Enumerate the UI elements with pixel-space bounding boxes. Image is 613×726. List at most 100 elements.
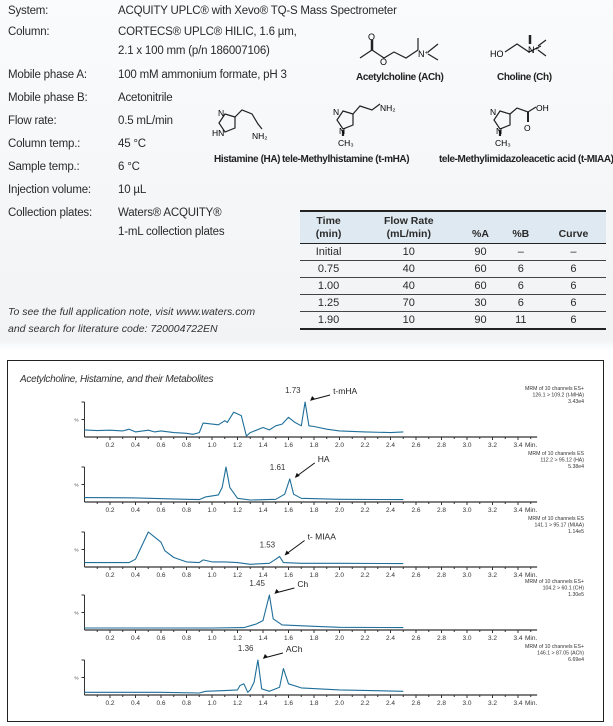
mrm-info: 104.2 > 60.1 (CH) [543,586,585,592]
x-tick-label: 3.2 [488,507,497,514]
retention-time-label: 1.36 [238,644,254,653]
x-tick-label: 2.8 [437,442,446,449]
x-axis-unit: Min. [525,635,537,642]
atom-n: N [218,108,224,118]
atom-o: O [380,57,387,67]
x-tick-label: 1.2 [233,700,242,707]
x-axis-unit: Min. [525,507,537,514]
table-row: 0.75 40 60 6 6 [300,260,606,278]
column-header: %B [500,211,541,244]
arrowhead-icon [262,654,268,659]
annotation-arrow [295,462,316,478]
table-row: Initial 10 90– – [300,243,606,261]
condition-label: Flow rate: [8,115,57,127]
y-axis-label: % [75,611,79,616]
x-tick-label: 0.2 [105,635,114,642]
condition-label: System: [8,5,49,17]
x-tick-label: 1.0 [207,572,216,579]
condition-value: Waters® ACQUITY® [118,207,222,219]
x-tick-label: 1.0 [207,635,216,642]
retention-time-label: 1.53 [260,540,276,549]
x-tick-label: 2.0 [335,635,344,642]
x-axis-unit: Min. [525,442,537,449]
x-axis-unit: Min. [525,700,537,707]
mrm-info: 1.14e5 [568,529,584,535]
column-header-line [503,215,539,228]
mrm-info: MRM of 10 channels ES [528,451,584,457]
x-tick-label: 1.6 [284,442,293,449]
table-cell: 40 [357,260,461,278]
x-tick-label: 0.8 [182,442,191,449]
x-tick-label: 3.4 [513,635,522,642]
x-tick-label: 2.6 [411,442,420,449]
x-tick-label: 1.0 [207,700,216,707]
x-tick-label: 1.6 [284,572,293,579]
x-tick-label: 0.8 [182,700,191,707]
condition-value: Acetonitrile [118,92,173,104]
table-cell: 40 [357,277,461,295]
x-tick-label: 2.8 [437,635,446,642]
column-header-line: Curve [558,228,589,240]
acetylcholine-label: Acetylcholine (ACh) [356,72,444,83]
column-header: Flow Rate (mL/min) [357,211,461,244]
x-tick-label: 2.0 [335,507,344,514]
x-tick-label: 2.4 [386,442,395,449]
x-axis-unit: Min. [525,572,537,579]
y-axis-label: % [75,483,79,488]
condition-value: ACQUITY UPLC® with Xevo® TQ-S Mass Spect… [118,5,397,17]
gradient-table: Time (min) Flow Rate (mL/min) %A %B Curve Init… [300,210,606,330]
arrowhead-icon [310,396,316,401]
condition-value: CORTECS® UPLC® HILIC, 1.6 µm, [118,26,297,38]
histamine-structure [218,109,263,133]
x-tick-label: 3.4 [513,572,522,579]
tmha-structure [336,103,381,136]
table-cell: 1.25 [300,294,358,312]
atom-n: N [496,126,502,136]
x-tick-label: 0.4 [131,442,140,449]
condition-value: 0.5 mL/min [118,115,173,127]
condition-label: Mobile phase A: [8,69,87,81]
chromatogram-figure: Acetylcholine, Histamine, and their Meta… [7,360,604,722]
x-tick-label: 2.4 [386,572,395,579]
compound-label: Ch [297,579,308,589]
table-row: 1.90 10 90 11 6 [300,312,606,330]
x-tick-label: 3.2 [488,635,497,642]
table-cell: 0.75 [300,260,358,278]
column-header: Curve [540,211,606,244]
x-tick-label: 3.4 [513,442,522,449]
x-tick-label: 0.2 [105,572,114,579]
x-tick-label: 1.2 [233,635,242,642]
x-tick-label: 3.0 [462,700,471,707]
x-tick-label: 0.8 [182,507,191,514]
histamine-label: Histamine (HA) [214,154,281,165]
mrm-info: 1.30e5 [568,592,584,598]
atom-n: N [339,126,345,136]
atom-n: N [333,107,339,117]
column-header-line: %A [472,228,489,240]
x-tick-label: 0.6 [156,700,165,707]
x-tick-label: 2.2 [360,700,369,707]
compound-label: HA [318,454,330,464]
atom-nh2: NH₂ [252,131,268,141]
atom-hn: HN [212,128,224,138]
condition-value-continued: 2.1 x 100 mm (p/n 186007106) [118,45,270,57]
condition-value-continued: 1-mL collection plates [118,226,225,238]
x-tick-label: 2.6 [411,635,420,642]
condition-value: 45 °C [118,138,146,150]
x-tick-label: 0.4 [131,635,140,642]
condition-label: Collection plates: [8,207,92,219]
retention-time-label: 1.45 [249,579,265,588]
condition-label: Column temp.: [8,138,81,150]
x-tick-label: 0.2 [105,442,114,449]
chromatogram-trace [84,659,404,694]
x-tick-label: 3.2 [488,700,497,707]
condition-value: 6 °C [118,161,140,173]
retention-time-label: 1.61 [270,463,286,472]
acetylcholine-structure [359,38,439,61]
x-tick-label: 2.6 [411,572,420,579]
note-line-2: and search for literature code: 72000472… [8,323,218,335]
mrm-info: MRM of 10 channels ES [528,516,584,522]
x-tick-label: 2.2 [360,635,369,642]
x-tick-label: 2.6 [411,507,420,514]
x-tick-label: 0.2 [105,507,114,514]
